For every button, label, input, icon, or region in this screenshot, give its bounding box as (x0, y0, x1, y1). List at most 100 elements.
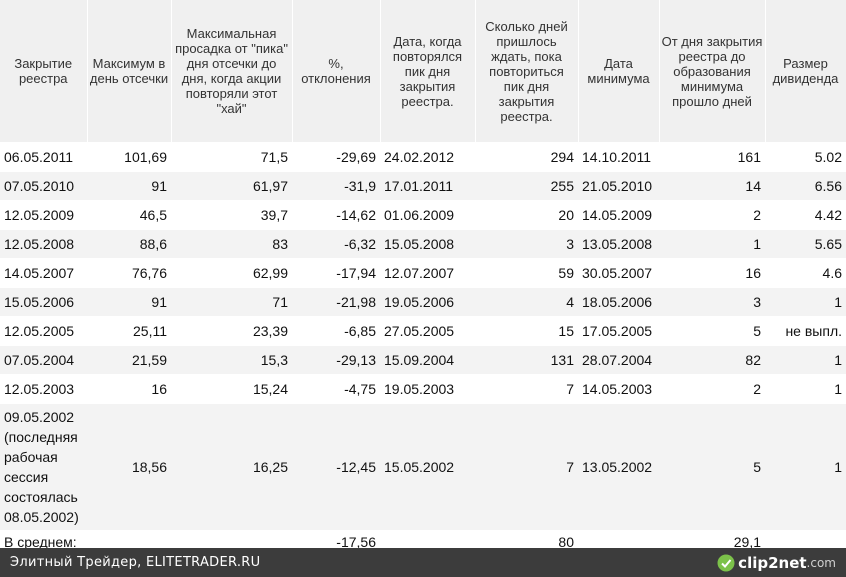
table-cell: 5 (659, 316, 765, 346)
table-cell: 12.05.2003 (0, 374, 87, 404)
average-cell (87, 530, 171, 553)
table-cell: 01.06.2009 (380, 200, 475, 230)
average-cell (765, 530, 846, 553)
column-header: Сколько дней пришлось ждать, пока повтор… (475, 0, 579, 143)
column-header: Размер дивиденда (765, 0, 846, 143)
table-cell: 3 (659, 287, 765, 317)
column-header: От дня закрытия реестра до образования м… (659, 0, 766, 143)
table-cell: 3 (475, 229, 578, 259)
table-cell: -29,69 (292, 142, 380, 172)
clip2net-logo: clip2net .com (717, 552, 836, 573)
table-cell: 27.05.2005 (380, 316, 475, 346)
table-row: 06.05.2011 101,69 71,5 -29,69 24.02.2012 294 1… (0, 142, 846, 172)
average-cell (171, 530, 292, 553)
average-cell: В среднем: (0, 530, 87, 553)
column-header: Максимальная просадка от "пика" дня отсе… (171, 0, 293, 143)
column-header: Закрытие реестра (0, 0, 88, 143)
table-cell: 18.05.2006 (578, 287, 659, 317)
average-cell: 80 (475, 530, 578, 553)
table-cell: 76,76 (87, 258, 171, 288)
table-cell: 17.01.2011 (380, 171, 475, 201)
table-cell: 83 (171, 229, 292, 259)
table-cell: -4,75 (292, 374, 380, 404)
logo-tld: .com (806, 555, 836, 570)
table-cell: 62,99 (171, 258, 292, 288)
table-cell: 15.09.2004 (380, 345, 475, 375)
table-cell: 30.05.2007 (578, 258, 659, 288)
average-row: В среднем: -17,56 80 29,1 (0, 530, 846, 553)
table-cell: 1 (765, 374, 846, 404)
table-cell: 82 (659, 345, 765, 375)
table-cell: 16 (87, 374, 171, 404)
table-cell: 88,6 (87, 229, 171, 259)
table-cell: 2 (659, 374, 765, 404)
column-header: Дата, когда повторялся пик дня закрытия … (380, 0, 476, 143)
column-header: Дата минимума (578, 0, 660, 143)
table-cell: 16,25 (171, 403, 292, 531)
table-cell: 12.05.2009 (0, 200, 87, 230)
clip2net-logo-icon (717, 554, 735, 571)
table-row: 07.05.2004 21,59 15,3 -29,13 15.09.2004 131 28… (0, 345, 846, 375)
table-cell: 91 (87, 171, 171, 201)
average-cell (380, 530, 475, 553)
table-cell: 71 (171, 287, 292, 317)
table-cell: 18,56 (87, 403, 171, 531)
table-cell: 09.05.2002 (последняя рабочая сессия сос… (0, 403, 87, 531)
table-cell: 14.05.2007 (0, 258, 87, 288)
average-cell: 29,1 (659, 530, 765, 553)
table-cell: 14.05.2009 (578, 200, 659, 230)
table-cell: 1 (765, 403, 846, 531)
table-cell: 5 (659, 403, 765, 531)
table-row: 15.05.2006 91 71 -21,98 19.05.2006 4 18.05.200… (0, 287, 846, 317)
table-cell: 46,5 (87, 200, 171, 230)
table-cell: 13.05.2008 (578, 229, 659, 259)
table-cell: 19.05.2003 (380, 374, 475, 404)
table-cell: 19.05.2006 (380, 287, 475, 317)
table-cell: 1 (765, 345, 846, 375)
table-cell: 1 (765, 287, 846, 317)
table-cell: 255 (475, 171, 578, 201)
footer-source-text: Элитный Трейдер, ELITETRADER.RU (10, 555, 261, 570)
table-body: 06.05.2011 101,69 71,5 -29,69 24.02.2012 294 1… (0, 142, 846, 553)
table-cell: -29,13 (292, 345, 380, 375)
table-cell: 13.05.2002 (578, 403, 659, 531)
table-cell: 161 (659, 142, 765, 172)
table-cell: 24.02.2012 (380, 142, 475, 172)
column-header: Максимум в день отсечки (87, 0, 172, 143)
table-cell: 14 (659, 171, 765, 201)
table-cell: 15 (475, 316, 578, 346)
average-cell (578, 530, 659, 553)
table-cell: 12.05.2008 (0, 229, 87, 259)
table-cell: 14.10.2011 (578, 142, 659, 172)
table-cell: 07.05.2004 (0, 345, 87, 375)
table-cell: 7 (475, 374, 578, 404)
table-cell: 4 (475, 287, 578, 317)
table-cell: 15.05.2002 (380, 403, 475, 531)
logo-name: clip2net (738, 553, 807, 572)
column-header: %, отклонения (292, 0, 381, 143)
table-cell: 20 (475, 200, 578, 230)
table-cell: 39,7 (171, 200, 292, 230)
table-cell: 28.07.2004 (578, 345, 659, 375)
table-row: 12.05.2009 46,5 39,7 -14,62 01.06.2009 20 14.0… (0, 200, 846, 230)
table-cell: -12,45 (292, 403, 380, 531)
table-cell: 101,69 (87, 142, 171, 172)
footer-bar: Элитный Трейдер, ELITETRADER.RU clip2net… (0, 548, 846, 577)
table-row: 07.05.2010 91 61,97 -31,9 17.01.2011 255 21.05… (0, 171, 846, 201)
table-cell: 5.65 (765, 229, 846, 259)
table-cell: не выпл. (765, 316, 846, 346)
table-cell: 07.05.2010 (0, 171, 87, 201)
table-row: 09.05.2002 (последняя рабочая сессия сос… (0, 403, 846, 531)
table-cell: 2 (659, 200, 765, 230)
table-row: 12.05.2008 88,6 83 -6,32 15.05.2008 3 13.05.20… (0, 229, 846, 259)
table-cell: -31,9 (292, 171, 380, 201)
table-row: 12.05.2003 16 15,24 -4,75 19.05.2003 7 14.05.2… (0, 374, 846, 404)
table-cell: 15,3 (171, 345, 292, 375)
table-cell: 12.07.2007 (380, 258, 475, 288)
table-cell: 21.05.2010 (578, 171, 659, 201)
table-cell: 15.05.2006 (0, 287, 87, 317)
table-header-row: Закрытие реестра Максимум в день отсечки М… (0, 0, 846, 143)
average-cell: -17,56 (292, 530, 380, 553)
table-cell: 5.02 (765, 142, 846, 172)
table-cell: 4.42 (765, 200, 846, 230)
